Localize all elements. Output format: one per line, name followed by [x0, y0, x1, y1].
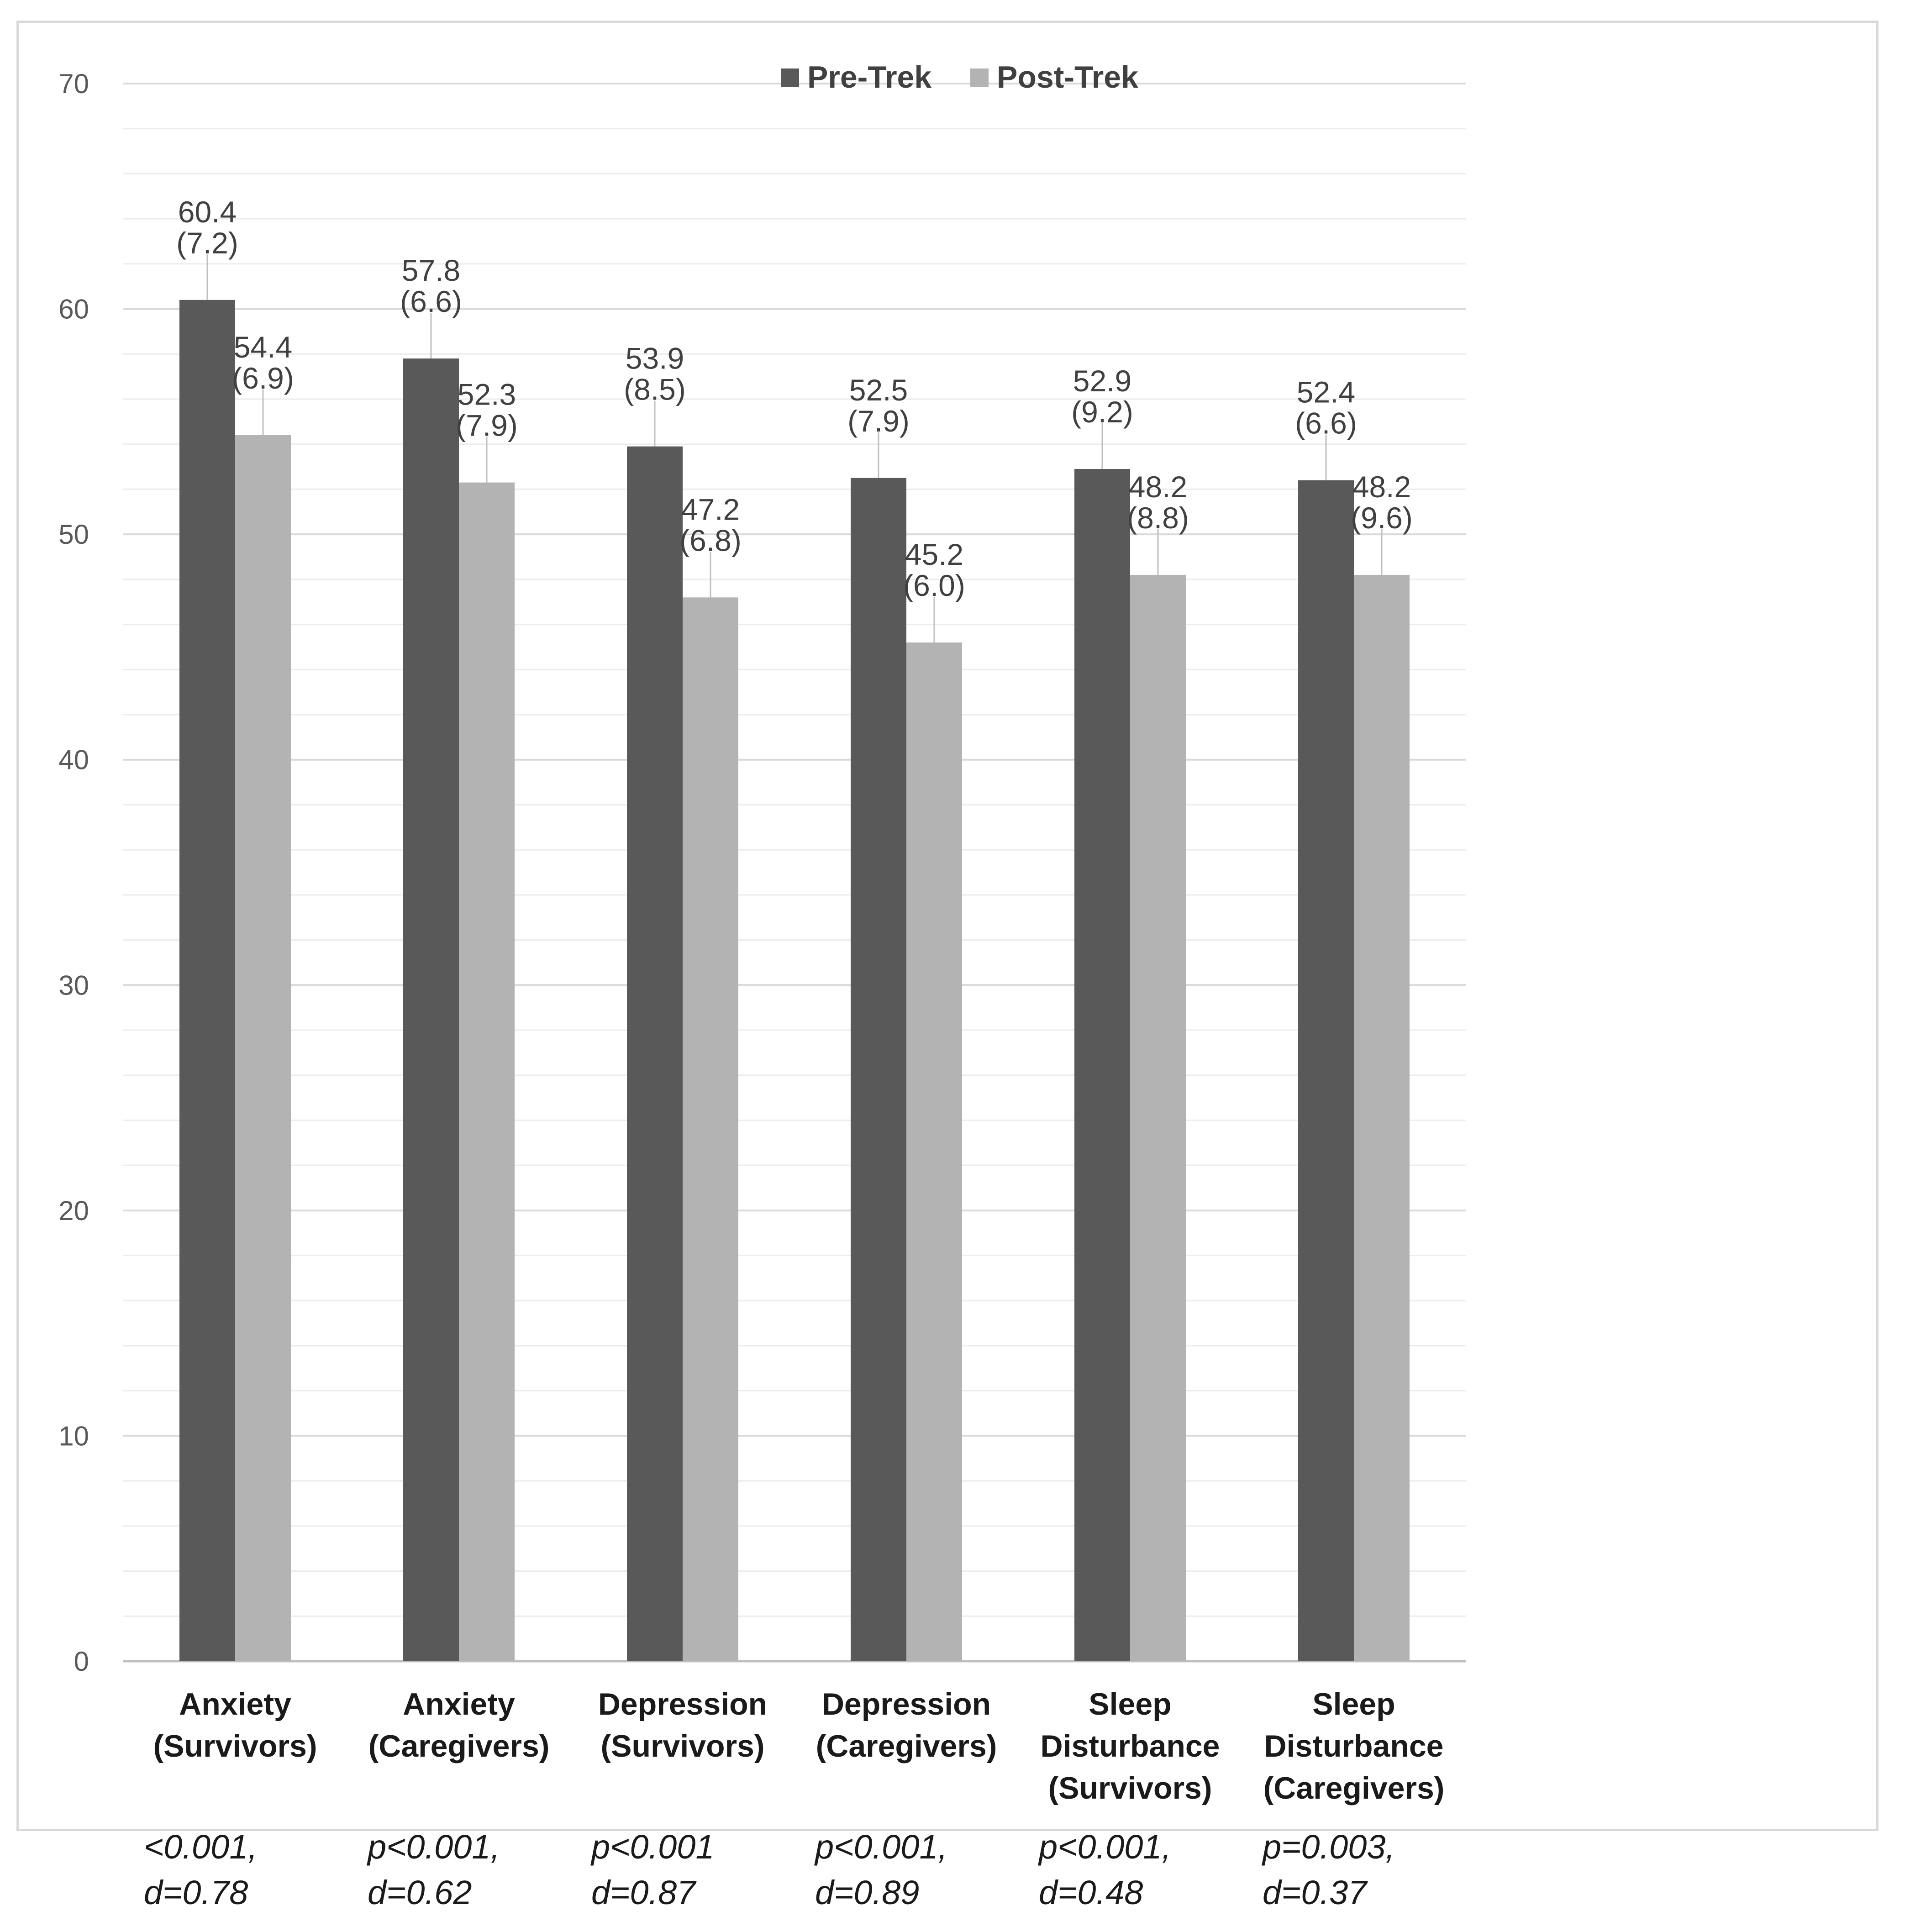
x-category-label: (Survivors)	[1048, 1771, 1212, 1806]
x-category-label: Anxiety	[179, 1687, 291, 1721]
data-label-sd: (6.0)	[903, 569, 965, 602]
data-label-value: 48.2	[1129, 470, 1187, 504]
x-category-label: (Survivors)	[601, 1729, 765, 1764]
x-category-label: Depression	[822, 1687, 991, 1721]
data-label-sd: (6.6)	[400, 284, 462, 318]
y-tick-label: 40	[58, 745, 89, 775]
x-category-label: Sleep	[1089, 1687, 1171, 1721]
data-label-sd: (8.8)	[1127, 501, 1189, 535]
p-value-annotation: d=0.37	[1263, 1874, 1368, 1911]
data-label-value: 54.4	[234, 330, 292, 364]
data-label-value: 45.2	[905, 537, 963, 571]
bar-pre-trek[interactable]	[627, 446, 683, 1662]
data-label-sd: (6.8)	[679, 523, 742, 557]
data-label-sd: (7.9)	[456, 409, 518, 442]
p-value-annotation: d=0.78	[144, 1874, 248, 1911]
y-tick-label: 50	[58, 519, 89, 550]
p-value-annotation: d=0.48	[1039, 1874, 1143, 1911]
x-category-label: Sleep	[1312, 1687, 1395, 1721]
bar-post-trek[interactable]	[906, 642, 962, 1661]
data-label-value: 52.5	[849, 373, 908, 407]
bar-pre-trek[interactable]	[403, 358, 459, 1661]
data-label-value: 57.8	[402, 253, 460, 287]
p-value-annotation: p<0.001,	[1038, 1828, 1171, 1866]
p-value-annotation: p<0.001,	[367, 1828, 500, 1866]
data-label-sd: (6.6)	[1295, 406, 1357, 440]
data-label-value: 60.4	[178, 195, 237, 229]
y-tick-label: 60	[58, 294, 89, 325]
y-tick-label: 70	[58, 68, 89, 99]
x-category-label: (Survivors)	[153, 1729, 317, 1764]
data-label-value: 52.9	[1073, 364, 1131, 398]
p-value-annotation: p<0.001,	[814, 1828, 947, 1866]
data-label-sd: (9.2)	[1071, 395, 1133, 429]
data-label-value: 52.4	[1297, 375, 1355, 409]
bar-pre-trek[interactable]	[1298, 480, 1354, 1662]
bar-post-trek[interactable]	[683, 597, 738, 1662]
x-category-label: (Caregivers)	[1263, 1771, 1445, 1806]
data-label-sd: (8.5)	[624, 373, 686, 406]
y-tick-label: 20	[58, 1195, 89, 1226]
data-label-value: 53.9	[626, 342, 684, 375]
x-category-label: Depression	[598, 1687, 767, 1721]
x-category-label: Disturbance	[1264, 1729, 1444, 1764]
data-label-sd: (7.9)	[847, 404, 910, 438]
p-value-annotation: d=0.89	[815, 1874, 919, 1911]
bar-pre-trek[interactable]	[179, 300, 235, 1661]
legend-label: Post-Trek	[997, 60, 1138, 95]
x-category-label: (Caregivers)	[816, 1729, 997, 1764]
legend-swatch-post-trek	[970, 68, 989, 87]
bar-pre-trek[interactable]	[851, 478, 906, 1661]
p-value-annotation: d=0.62	[368, 1874, 472, 1911]
data-label-sd: (6.9)	[232, 361, 294, 395]
data-label-value: 52.3	[458, 378, 516, 411]
p-value-annotation: d=0.87	[591, 1874, 697, 1911]
p-value-annotation: p=0.003,	[1262, 1828, 1395, 1866]
y-tick-label: 30	[58, 970, 89, 1000]
bar-pre-trek[interactable]	[1074, 469, 1130, 1661]
data-label-value: 48.2	[1352, 470, 1411, 504]
x-category-label: (Caregivers)	[368, 1729, 550, 1764]
data-label-sd: (9.6)	[1351, 501, 1413, 535]
legend-label: Pre-Trek	[807, 60, 931, 95]
bar-post-trek[interactable]	[1130, 574, 1186, 1661]
bar-post-trek[interactable]	[235, 435, 291, 1661]
y-tick-label: 10	[58, 1421, 89, 1451]
bar-post-trek[interactable]	[459, 482, 515, 1661]
data-label-value: 47.2	[681, 492, 740, 526]
p-value-annotation: p<0.001	[590, 1828, 715, 1866]
y-tick-label: 0	[74, 1646, 89, 1677]
bar-post-trek[interactable]	[1354, 574, 1410, 1661]
legend-swatch-pre-trek	[781, 68, 799, 87]
x-category-label: Anxiety	[403, 1687, 515, 1721]
p-value-annotation: <0.001,	[144, 1828, 258, 1866]
x-category-label: Disturbance	[1041, 1729, 1220, 1764]
data-label-sd: (7.2)	[176, 226, 238, 260]
